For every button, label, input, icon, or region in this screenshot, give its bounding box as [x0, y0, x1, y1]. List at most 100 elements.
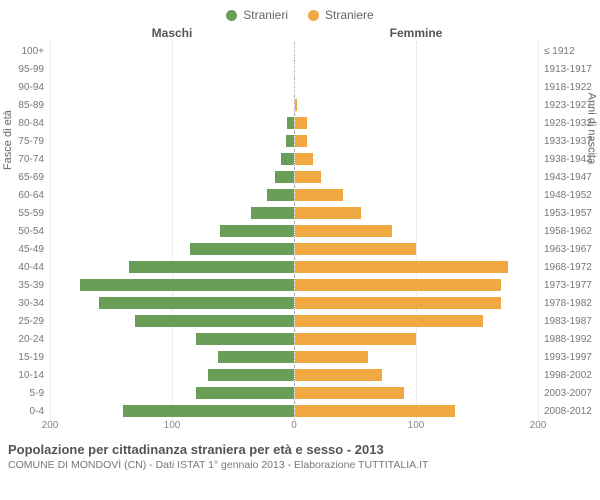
swatch-female	[308, 10, 319, 21]
x-tick-label: 100	[164, 420, 181, 431]
table-row: 70-741938-1942	[0, 150, 600, 168]
table-row: 90-94 1918-1922	[0, 78, 600, 96]
bar-female	[295, 171, 322, 184]
bar-male	[220, 225, 293, 238]
table-row: 40-441968-1972	[0, 258, 600, 276]
x-tick-label: 200	[42, 420, 59, 431]
bar-male	[196, 333, 293, 346]
year-label: 2003-2007	[538, 388, 600, 399]
table-row: 15-191993-1997	[0, 348, 600, 366]
bar-female	[295, 261, 508, 274]
table-row: 60-64 1948-1952	[0, 186, 600, 204]
bar-male	[196, 387, 293, 400]
bar-female	[295, 135, 307, 148]
bar-female	[295, 153, 313, 166]
table-row: 85-89 1923-1927	[0, 96, 600, 114]
age-label: 90-94	[0, 82, 50, 93]
age-label: 80-84	[0, 118, 50, 129]
year-label: 1958-1962	[538, 226, 600, 237]
age-label: 50-54	[0, 226, 50, 237]
year-label: 1928-1932	[538, 118, 600, 129]
year-label: 1983-1987	[538, 316, 600, 327]
age-label: 15-19	[0, 352, 50, 363]
chart-footer: Popolazione per cittadinanza straniera p…	[0, 436, 600, 471]
legend-label-female: Straniere	[325, 8, 374, 22]
bar-female	[295, 99, 297, 112]
year-label: 1918-1922	[538, 82, 600, 93]
bar-female	[295, 387, 405, 400]
legend-item-male: Stranieri	[226, 8, 288, 22]
year-label: 1968-1972	[538, 262, 600, 273]
bar-female	[295, 189, 344, 202]
bar-female	[295, 351, 368, 364]
year-label: ≤ 1912	[538, 46, 600, 57]
year-label: 1978-1982	[538, 298, 600, 309]
year-label: 1913-1917	[538, 64, 600, 75]
bar-female	[295, 369, 383, 382]
table-row: 45-49 1963-1967	[0, 240, 600, 258]
legend: Stranieri Straniere	[0, 0, 600, 22]
swatch-male	[226, 10, 237, 21]
year-label: 1953-1957	[538, 208, 600, 219]
age-label: 10-14	[0, 370, 50, 381]
chart-title: Popolazione per cittadinanza straniera p…	[8, 442, 592, 457]
age-label: 25-29	[0, 316, 50, 327]
x-tick-label: 100	[408, 420, 425, 431]
age-label: 45-49	[0, 244, 50, 255]
table-row: 55-591953-1957	[0, 204, 600, 222]
bar-female	[295, 243, 417, 256]
bar-female	[295, 315, 484, 328]
age-label: 95-99	[0, 64, 50, 75]
bar-male	[287, 117, 293, 130]
age-label: 20-24	[0, 334, 50, 345]
year-label: 1973-1977	[538, 280, 600, 291]
year-label: 1943-1947	[538, 172, 600, 183]
age-label: 65-69	[0, 172, 50, 183]
year-label: 2008-2012	[538, 406, 600, 417]
table-row: 35-39 1973-1977	[0, 276, 600, 294]
table-row: 25-29 1983-1987	[0, 312, 600, 330]
legend-label-male: Stranieri	[243, 8, 288, 22]
bar-female	[295, 117, 307, 130]
age-label: 5-9	[0, 388, 50, 399]
x-ticks: 2001000100200	[50, 420, 538, 436]
legend-item-female: Straniere	[308, 8, 374, 22]
table-row: 100+ ≤ 1912	[0, 42, 600, 60]
table-row: 80-84 1928-1932	[0, 114, 600, 132]
x-axis: 2001000100200	[0, 420, 600, 436]
age-label: 100+	[0, 46, 50, 57]
bar-female	[295, 225, 392, 238]
table-row: 0-4 2008-2012	[0, 402, 600, 420]
pyramid-chart: 100+ ≤ 1912 95-99 1913-1917 90-94 1918-1922 85…	[0, 42, 600, 420]
age-label: 60-64	[0, 190, 50, 201]
age-label: 70-74	[0, 154, 50, 165]
year-label: 1933-1937	[538, 136, 600, 147]
year-label: 1923-1927	[538, 100, 600, 111]
column-headers: Maschi Femmine	[0, 26, 600, 40]
header-male: Maschi	[50, 26, 294, 40]
year-label: 1963-1967	[538, 244, 600, 255]
chart-rows: 100+ ≤ 1912 95-99 1913-1917 90-94 1918-1922 85…	[0, 42, 600, 420]
age-label: 85-89	[0, 100, 50, 111]
bar-female	[295, 207, 362, 220]
age-label: 0-4	[0, 406, 50, 417]
bar-male	[251, 207, 294, 220]
bar-male	[80, 279, 293, 292]
table-row: 20-241988-1992	[0, 330, 600, 348]
chart-subtitle: COMUNE DI MONDOVÌ (CN) - Dati ISTAT 1° g…	[8, 459, 592, 471]
table-row: 5-9 2003-2007	[0, 384, 600, 402]
bar-male	[208, 369, 293, 382]
year-label: 1998-2002	[538, 370, 600, 381]
bar-male	[286, 135, 293, 148]
bar-female	[295, 279, 502, 292]
bar-male	[190, 243, 293, 256]
year-label: 1948-1952	[538, 190, 600, 201]
age-label: 35-39	[0, 280, 50, 291]
header-female: Femmine	[294, 26, 538, 40]
table-row: 75-79 1933-1937	[0, 132, 600, 150]
table-row: 95-99 1913-1917	[0, 60, 600, 78]
age-label: 75-79	[0, 136, 50, 147]
bar-female	[295, 405, 456, 418]
bar-female	[295, 297, 502, 310]
bar-male	[275, 171, 293, 184]
